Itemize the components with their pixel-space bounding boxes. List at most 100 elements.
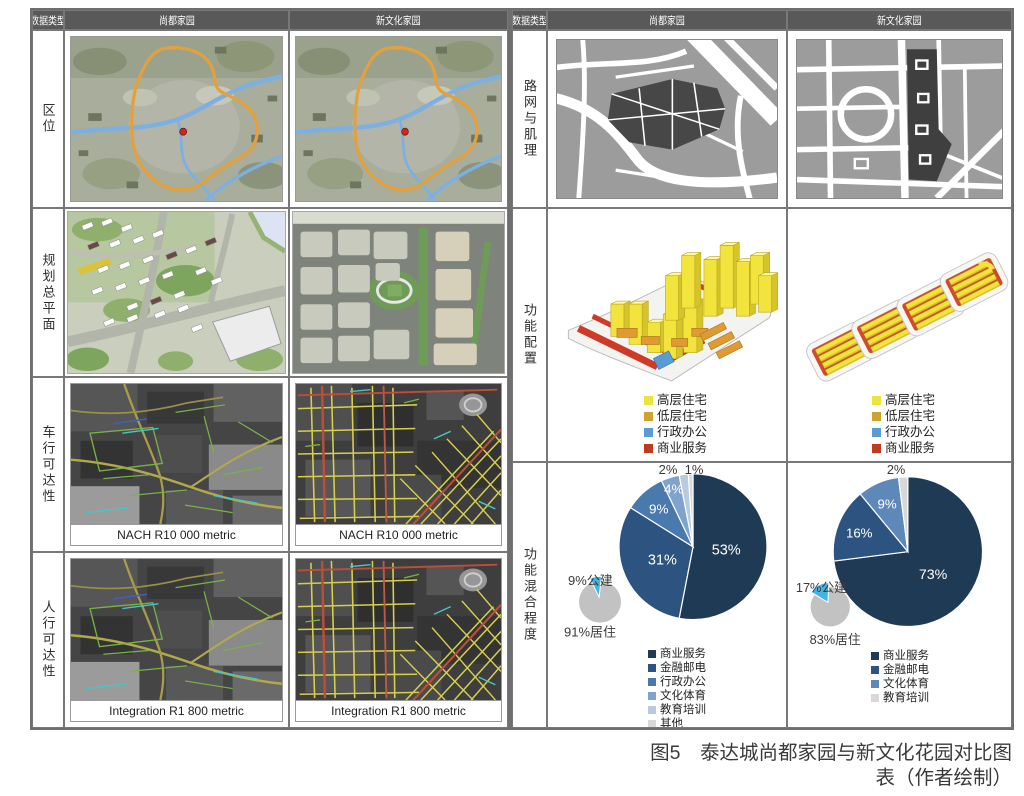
model-shape [694,251,702,309]
plan-building [177,303,190,314]
legend-item: 商业服务 [644,440,707,456]
comparison-table-left: 数据类型 尚都家园 新文化家园 区位 规划总平面 [30,8,510,730]
legend-label: 金融邮电 [660,662,706,674]
legend-label: 商业服务 [657,441,708,455]
sub-pie-residential [579,581,621,623]
plan-building [138,276,151,286]
pie-value-label: 9% [878,496,897,511]
header-label: 新文化家园 [376,14,421,27]
header-data-type-left: 数据类型 [32,10,64,30]
plan-block [435,268,472,301]
legend-label: 商业服务 [885,441,936,455]
legend-item: 文化体育 [871,677,929,691]
slab-cluster [939,252,1009,312]
legend-label: 低层住宅 [657,409,708,423]
pie-value-label: 4% [664,482,684,497]
model-shape [750,252,770,256]
function-config-legend-xinwenhua: 高层住宅低层住宅行政办公商业服务 [872,392,935,456]
integration-map-image [296,559,501,700]
legend-swatch [872,443,881,453]
legend-label: 文化体育 [660,690,706,702]
legend-swatch [872,427,881,437]
legend-swatch [648,692,656,700]
master-plan-cell-shangdu [64,208,289,377]
plan-building [91,286,104,296]
legend-swatch [871,680,879,688]
legend-label: 行政办公 [657,425,708,439]
plan-building [141,254,155,264]
legend-swatch [872,395,881,405]
plan-building [173,290,186,300]
low-rise-block [715,340,744,360]
row-label-location: 区位 [32,30,64,208]
master-plan-drawing [68,212,285,373]
legend-swatch [644,443,653,453]
row-label-text: 车行可达性 [40,424,56,505]
master-plan-cell-xinwenhua [289,208,508,377]
pie-chart-shangdu: 53% 31% 9% 4% 2% 1% 9%公建 91%居住 [564,463,768,639]
pie-slice-教育培训 [897,476,909,552]
row-label-function-mix: 功能混合程度 [512,462,547,728]
pie-chart-xinwenhua: 73% 16% 9% 2% 17%公建 83%居住 [796,463,984,647]
nach-map-shangdu [70,383,283,525]
plan-block [373,329,410,360]
row-label-pedestrian-accessibility: 人行可达性 [32,552,64,728]
integration-map-image [71,559,282,700]
legend-label: 高层住宅 [885,393,936,407]
legend-swatch [648,664,656,672]
integration-caption-shangdu: Integration R1 800 metric [70,701,283,722]
integration-caption-xinwenhua: Integration R1 800 metric [295,701,502,722]
pie-slice-金融邮电 [832,493,909,562]
pedestrian-access-cell-xinwenhua: Integration R1 800 metric [289,552,508,728]
legend-label: 行政办公 [885,425,936,439]
integration-map-shangdu [70,558,283,701]
row-label-text: 人行可达性 [40,600,56,680]
row-label-text: 规划总平面 [40,252,56,333]
pie-value-label: 16% [846,525,873,540]
legend-swatch [871,666,879,674]
legend-swatch [648,720,656,727]
sub-pie-public-wedge [589,575,602,599]
row-label-text: 区位 [40,103,56,135]
plan-block [435,231,470,262]
legend-swatch [648,650,656,658]
row-label-text: 功能混合程度 [522,547,537,643]
plan-building [126,313,139,323]
legend-item: 行政办公 [872,424,935,440]
figure-ground-cell-shangdu [547,30,787,208]
plan-building [149,295,163,306]
pedestrian-access-cell-shangdu: Integration R1 800 metric [64,552,289,728]
pie-legend-xinwenhua: 商业服务 金融邮电 文化体育 教育培训 [871,649,929,705]
header-label: 尚都家园 [158,14,195,27]
function-config-cell-xinwenhua: 高层住宅低层住宅行政办公商业服务 [787,208,1012,462]
nach-map-image [296,384,501,524]
plan-building [165,250,178,261]
plan-building [151,229,165,239]
sub-pie-label: 91%居住 [564,624,616,639]
function-config-box-xinwenhua: 高层住宅低层住宅行政办公商业服务 [788,209,1011,461]
legend-item: 教育培训 [648,703,706,717]
header-shangdu-right: 尚都家园 [547,10,787,30]
master-plan-image-shangdu [67,211,286,374]
legend-item: 低层住宅 [872,408,935,424]
model-shape [610,300,631,305]
header-xinwenhua-left: 新文化家园 [289,10,508,30]
legend-item: 高层住宅 [872,392,935,408]
legend-label: 商业服务 [660,648,706,660]
legend-item: 文化体育 [648,689,706,703]
plan-building [126,301,139,312]
plan-block [338,265,370,293]
plan-building [184,244,198,255]
header-shangdu-left: 尚都家园 [64,10,289,30]
satellite-location-map-shangdu [70,36,283,202]
legend-swatch [648,706,656,714]
plan-block [435,308,474,338]
legend-label: 低层住宅 [885,409,936,423]
nach-caption-shangdu: NACH R10 000 metric [70,525,283,546]
legend-swatch [648,678,656,686]
row-label-function-config: 功能配置 [512,208,547,462]
plan-building [120,223,133,233]
row-label-road-network: 路网与肌理 [512,30,547,208]
integration-map-xinwenhua [295,558,502,701]
low-rise-block [671,338,689,347]
